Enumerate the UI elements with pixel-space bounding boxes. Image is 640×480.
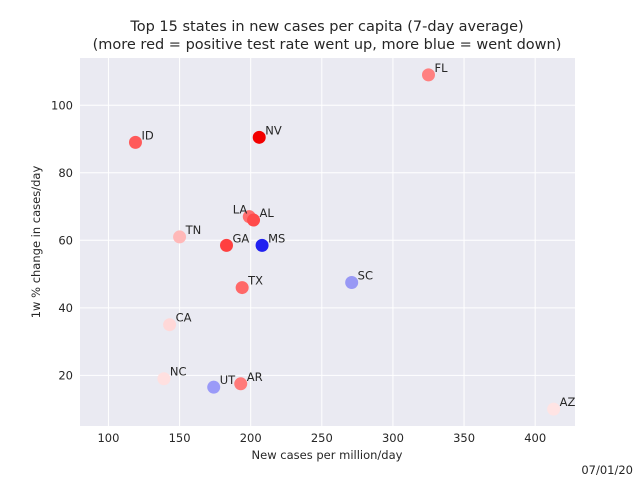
x-axis-label: New cases per million/day — [252, 448, 403, 462]
data-point-ca — [163, 318, 177, 332]
point-label-ga: GA — [233, 231, 250, 245]
data-point-tn — [173, 230, 187, 244]
x-tick-label: 400 — [524, 431, 546, 445]
data-point-al — [247, 213, 261, 227]
x-tick-label: 250 — [311, 431, 333, 445]
chart-subtitle: (more red = positive test rate went up, … — [93, 37, 562, 53]
point-label-sc: SC — [358, 269, 373, 283]
x-tick-label: 200 — [240, 431, 262, 445]
data-point-tx — [235, 281, 249, 295]
point-label-tn: TN — [185, 223, 202, 237]
point-label-tx: TX — [247, 274, 263, 288]
tick-labels: 100 150 200 250 300 350 400 20 40 60 80 100 — [51, 98, 546, 445]
point-label-nc: NC — [170, 365, 187, 379]
y-tick-label: 80 — [58, 166, 73, 180]
x-tick-label: 100 — [97, 431, 119, 445]
y-tick-label: 20 — [58, 368, 73, 382]
data-point-ar — [234, 377, 248, 391]
data-point-ga — [220, 238, 234, 252]
point-label-ca: CA — [176, 311, 192, 325]
point-label-az: AZ — [560, 395, 576, 409]
data-point-nv — [252, 130, 266, 144]
y-tick-label: 100 — [51, 98, 73, 112]
x-tick-label: 350 — [453, 431, 475, 445]
point-label-id: ID — [141, 128, 153, 142]
y-tick-label: 60 — [58, 233, 73, 247]
data-point-sc — [345, 276, 359, 290]
data-point-ut — [207, 380, 221, 394]
data-point-az — [547, 402, 561, 416]
data-point-nc — [157, 372, 171, 386]
point-label-ut: UT — [220, 373, 236, 387]
plot-background — [80, 58, 575, 426]
data-point-fl — [421, 68, 435, 82]
point-label-nv: NV — [265, 123, 282, 137]
point-label-la: LA — [233, 203, 248, 217]
point-label-ms: MS — [268, 231, 285, 245]
point-label-fl: FL — [434, 61, 448, 75]
footer-date: 07/01/20 — [581, 463, 633, 477]
point-label-ar: AR — [247, 370, 263, 384]
y-axis-label: 1w % change in cases/day — [29, 166, 43, 319]
x-tick-label: 150 — [169, 431, 191, 445]
data-points: FL ID NV LA AL TN GA MS SC TX CA NC UT AR AZ — [128, 61, 576, 416]
chart-title: Top 15 states in new cases per capita (7… — [129, 19, 523, 35]
grid — [80, 58, 575, 426]
x-tick-label: 300 — [382, 431, 404, 445]
data-point-id — [128, 135, 142, 149]
point-label-al: AL — [260, 206, 275, 220]
data-point-ms — [255, 238, 269, 252]
y-tick-label: 40 — [58, 301, 73, 315]
